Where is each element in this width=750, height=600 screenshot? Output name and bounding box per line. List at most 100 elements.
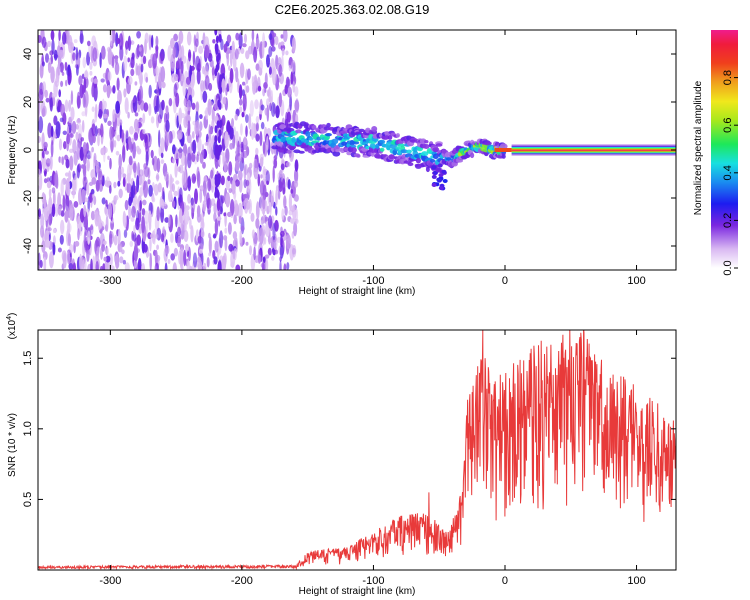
noise-cell [45,53,49,63]
noise-cell [81,189,86,203]
noise-cell [113,234,118,246]
noise-cell [194,188,198,205]
noise-cell [89,150,93,158]
noise-cell [71,120,77,134]
noise-cell [255,38,260,49]
noise-cell [73,174,78,193]
signal-cell [279,124,287,130]
noise-cell [174,73,179,82]
signal-cell [351,144,357,149]
noise-cell [66,222,72,233]
noise-cell [76,95,81,109]
y-tick-label: -40 [22,238,34,254]
noise-cell [174,163,178,178]
noise-cell [100,265,103,270]
noise-cell [61,31,67,45]
noise-cell [184,208,190,225]
noise-cell [82,93,86,108]
noise-cell [93,78,99,84]
noise-cell [264,254,270,259]
noise-cell [262,194,266,210]
noise-cell [175,60,180,69]
noise-cell [178,147,183,159]
noise-cell [87,230,91,244]
streak-cell [219,119,223,128]
signal-cell [371,126,378,132]
noise-cell [134,81,138,86]
signal-cell [442,179,448,183]
noise-cell [224,131,229,149]
noise-cell [216,216,222,221]
noise-cell [268,201,272,213]
noise-cell [167,259,171,264]
noise-cell [230,199,235,216]
noise-cell [235,32,240,41]
noise-cell [165,119,170,133]
noise-cell [123,213,127,229]
noise-cell [151,230,156,244]
noise-cell [183,116,188,129]
noise-cell [241,192,244,202]
noise-cell [120,166,125,175]
noise-cell [270,190,275,207]
x-tick-label: -300 [99,575,121,587]
noise-cell [69,207,74,221]
noise-cell [202,200,207,213]
noise-cell [179,247,184,265]
signal-cell [389,143,397,149]
noise-cell [238,106,243,113]
noise-cell [221,151,225,157]
noise-cell [238,32,243,49]
noise-cell [242,81,246,86]
noise-cell [219,230,224,249]
noise-cell [58,30,61,41]
noise-cell [101,197,106,205]
noise-cell [286,111,291,123]
noise-cell [170,233,174,244]
noise-cell [253,46,258,63]
noise-cell [124,199,129,211]
noise-cell [228,188,233,194]
colorbar-tick-label: 0.8 [722,70,734,85]
noise-cell [176,236,181,248]
signal-cell [351,141,360,145]
noise-cell [253,246,256,261]
noise-cell [295,98,299,114]
noise-cell [268,215,273,229]
noise-cell [172,144,176,155]
noise-cell [170,37,175,49]
noise-cell [93,195,97,206]
noise-cell [130,68,135,77]
y-tick-label: 0 [22,147,34,153]
noise-cell [160,53,164,65]
noise-cell [115,100,120,114]
noise-cell [278,180,283,193]
noise-cell [234,114,238,121]
signal-cell [407,162,414,167]
noise-cell [219,194,223,213]
noise-cell [60,210,65,217]
signal-cell [379,139,386,144]
noise-cell [114,130,118,139]
noise-cell [126,182,132,193]
noise-cell [211,177,216,187]
noise-cell [229,50,233,67]
noise-cell [132,141,137,159]
noise-cell [62,252,67,269]
noise-cell [51,93,55,98]
noise-cell [82,141,87,156]
noise-cell [274,35,279,46]
noise-cell [245,179,250,187]
noise-cell [107,202,113,219]
noise-cell [291,60,296,73]
noise-cell [100,78,105,83]
x-tick-label: -100 [362,575,384,587]
noise-cell [129,240,134,247]
snr-x-axis: -300 -200 -100 0 100 [99,330,646,587]
noise-cell [258,67,263,76]
noise-cell [183,249,187,267]
signal-cell [424,140,429,144]
noise-cell [199,121,203,132]
noise-cell [160,198,165,209]
noise-cell [278,64,283,77]
